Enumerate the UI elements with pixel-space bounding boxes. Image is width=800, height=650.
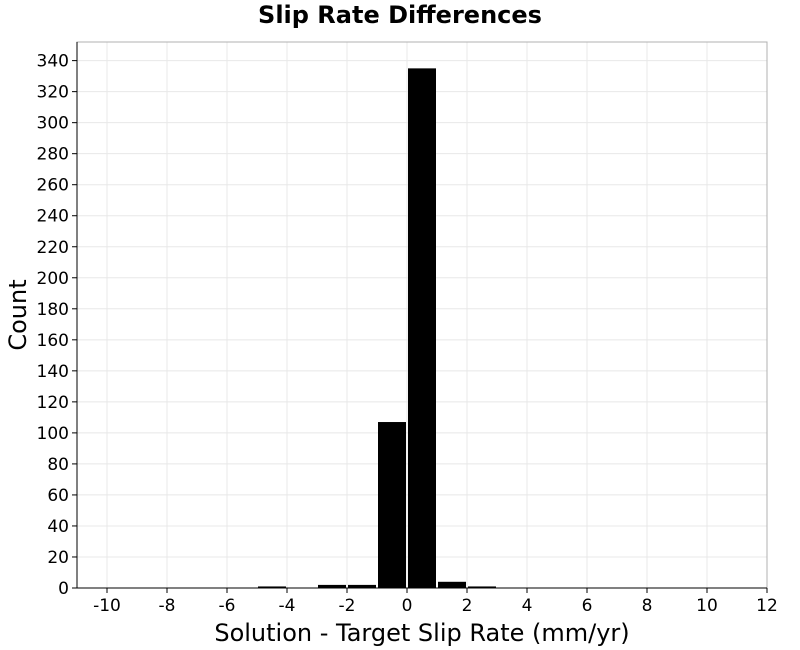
x-tick-label: 2 (462, 596, 473, 616)
x-tick-label: 0 (402, 596, 413, 616)
y-tick-label: 320 (37, 83, 69, 103)
histogram-bar (438, 581, 466, 588)
x-tick-label: -10 (93, 596, 121, 616)
x-tick-label: 4 (522, 596, 533, 616)
y-axis-label: Count (4, 279, 32, 350)
chart-title: Slip Rate Differences (258, 1, 542, 29)
y-tick-label: 100 (37, 424, 69, 444)
y-tick-label: 80 (47, 455, 69, 475)
x-tick-label: -2 (339, 596, 356, 616)
x-tick-label: -4 (279, 596, 296, 616)
y-tick-label: 260 (37, 176, 69, 196)
histogram-bars (258, 68, 496, 588)
x-tick-label: 12 (756, 596, 778, 616)
x-tick-label: 6 (582, 596, 593, 616)
y-tick-label: 60 (47, 486, 69, 506)
y-tick-label: 40 (47, 517, 69, 537)
axes (72, 42, 768, 593)
y-tick-label: 180 (37, 300, 69, 320)
y-tick-label: 300 (37, 114, 69, 134)
histogram-bar (318, 584, 346, 588)
y-tick-label: 160 (37, 331, 69, 351)
y-tick-label: 140 (37, 362, 69, 382)
histogram-bar (348, 584, 376, 588)
x-tick-label: 8 (642, 596, 653, 616)
x-axis-label: Solution - Target Slip Rate (mm/yr) (214, 619, 629, 647)
x-tick-label: 10 (696, 596, 718, 616)
y-tick-label: 240 (37, 207, 69, 227)
histogram-bar (468, 586, 496, 588)
y-tick-label: 220 (37, 238, 69, 258)
x-tick-label: -6 (219, 596, 236, 616)
y-tick-label: 0 (58, 579, 69, 599)
y-tick-label: 340 (37, 52, 69, 72)
y-tick-label: 200 (37, 269, 69, 289)
tick-labels: -10 -8 -6 -4 -2 0 2 4 6 8 10 1202040608010012014016… (37, 52, 778, 616)
histogram-bar (378, 422, 406, 588)
x-tick-label: -8 (159, 596, 176, 616)
histogram-bar (258, 586, 286, 588)
y-tick-label: 120 (37, 393, 69, 413)
y-tick-label: 20 (47, 548, 69, 568)
histogram-bar (408, 68, 436, 588)
y-tick-label: 280 (37, 145, 69, 165)
